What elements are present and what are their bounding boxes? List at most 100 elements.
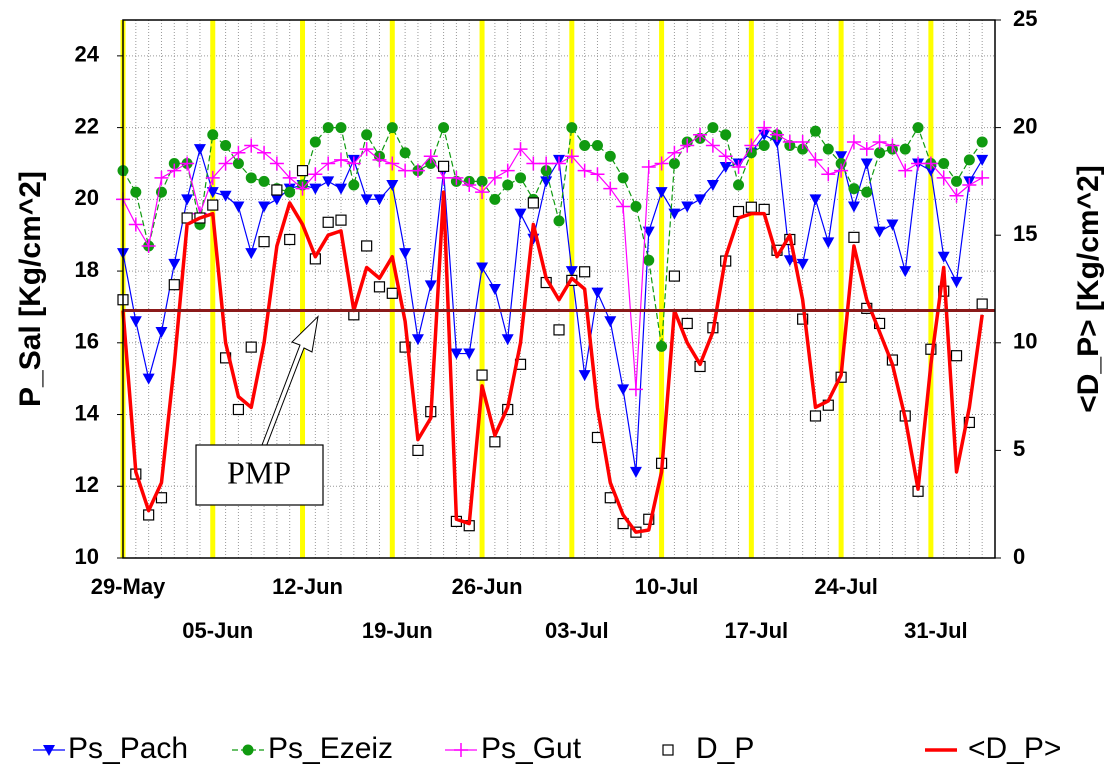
marker [834,163,849,178]
marker [399,147,411,159]
marker [950,350,963,362]
marker [526,156,541,171]
marker [860,158,873,170]
marker [488,284,501,295]
marker [733,179,745,191]
marker [846,134,861,149]
marker [603,181,618,196]
y-tick-label: 22 [75,113,99,138]
marker [129,316,142,328]
marker [938,157,950,169]
marker [257,145,272,160]
marker [322,176,335,188]
marker [309,183,322,195]
x-tick-label: 03-Jul [545,618,609,643]
marker [553,215,565,227]
marker [771,136,783,148]
marker [975,170,990,185]
marker [218,156,233,171]
legend-label: Ps_Ezeiz [268,732,393,765]
marker [385,156,400,171]
marker [706,179,719,191]
marker [271,184,283,196]
marker [681,317,693,330]
y-axis-title: P_Sal [Kg/cm^2] [14,171,47,407]
x-tick-label: 10-Jul [635,574,699,599]
marker [155,327,168,339]
marker [848,183,860,195]
y-tick-label: 24 [75,42,100,67]
marker [885,138,900,153]
marker [604,316,617,328]
marker [411,334,424,346]
marker [322,216,334,228]
legend-label: <D_P> [968,732,1061,765]
marker [553,324,565,336]
marker [604,150,616,162]
marker [707,122,719,134]
legend-item: Ps_Pach [33,732,188,765]
marker [770,127,784,142]
marker [758,140,770,152]
x-tick-label: 05-Jun [182,618,253,643]
marker [205,170,220,185]
y-tick-label: 18 [75,257,99,282]
marker [282,170,297,185]
legend-label: Ps_Gut [481,732,582,765]
marker [476,262,489,274]
marker [590,167,605,182]
marker [348,179,360,191]
marker [795,134,810,149]
marker [720,129,732,141]
marker [180,156,195,171]
marker [963,154,975,166]
marker [873,226,886,238]
marker [454,743,468,757]
marker [565,266,578,278]
marker [591,287,604,299]
series-line [121,190,984,534]
marker [924,165,937,177]
marker [809,410,822,422]
marker [579,140,591,152]
marker [796,258,809,270]
marker [656,340,668,352]
marker [167,163,182,178]
marker [242,744,254,756]
marker [142,373,155,385]
marker [244,138,259,153]
x-tick-label: 29-May [91,574,166,599]
marker [399,248,412,260]
marker [718,149,733,164]
y2-tick-label: 20 [1013,113,1037,138]
y2-tick-label: 5 [1013,436,1025,461]
x-tick-label: 31-Jul [904,618,968,643]
marker [181,194,194,206]
marker [245,172,257,184]
marker [232,403,245,416]
marker [245,248,258,260]
marker [617,384,630,396]
marker [128,217,143,232]
marker [500,163,515,178]
y2-tick-label: 0 [1013,544,1025,569]
y2-tick-label: 10 [1013,329,1037,354]
marker [808,152,823,167]
marker [848,231,860,243]
marker [334,152,348,167]
marker [437,160,450,172]
marker [898,163,913,178]
marker [859,142,874,157]
marker [936,170,951,185]
marker [386,287,398,299]
marker [949,188,964,203]
marker [641,160,656,175]
marker [258,201,271,213]
y2-axis-title: <D_P> [Kg/cm^2] [1072,165,1105,413]
x-tick-label: 12-Jun [272,574,343,599]
y2-tick-label: 25 [1013,6,1037,31]
marker [705,138,720,153]
marker [296,165,309,177]
legend-item: Ps_Ezeiz [232,732,393,765]
marker [579,266,591,278]
